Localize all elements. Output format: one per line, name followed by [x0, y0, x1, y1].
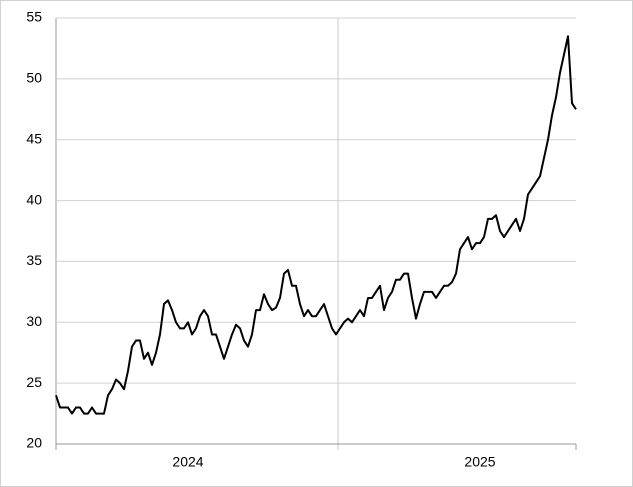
price-line [55, 35, 577, 415]
y-tick-label: 55 [26, 9, 42, 25]
y-tick-label: 35 [26, 252, 42, 268]
y-tick-label: 25 [26, 374, 42, 390]
x-tick-label: 2024 [172, 454, 203, 470]
y-tick-label: 40 [26, 191, 42, 207]
y-tick-label: 20 [26, 435, 42, 451]
y-tick-label: 50 [26, 70, 42, 86]
y-tick-label: 45 [26, 130, 42, 146]
y-tick-label: 30 [26, 313, 42, 329]
x-tick-label: 2025 [464, 454, 495, 470]
